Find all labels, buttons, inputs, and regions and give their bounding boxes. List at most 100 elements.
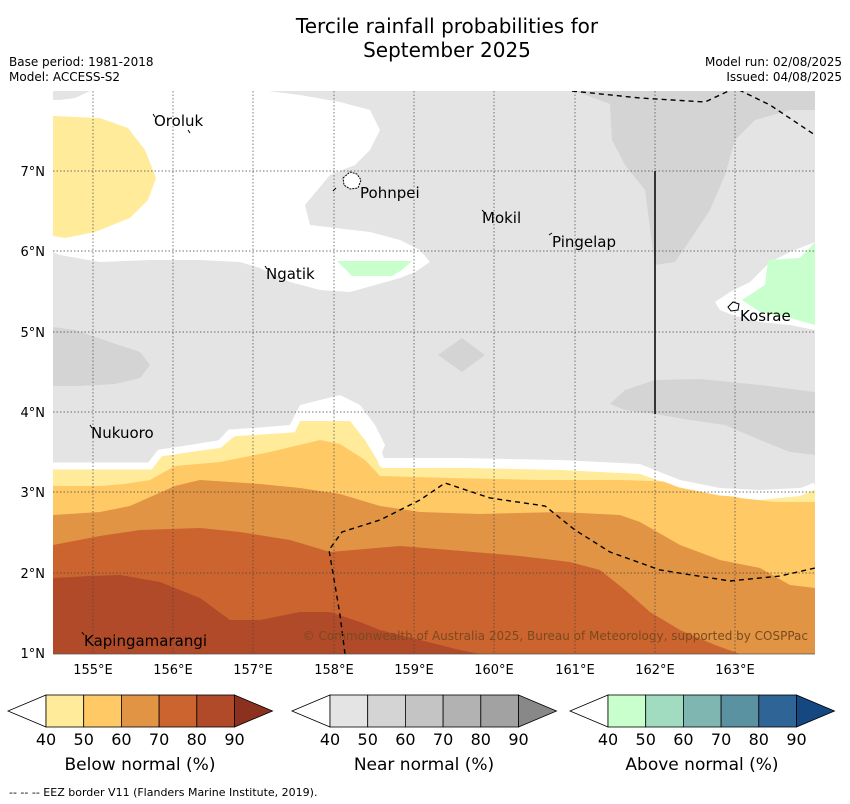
eez-borders bbox=[328, 91, 815, 654]
colorbar-segment bbox=[121, 694, 160, 728]
place-pohnpei: Pohnpei bbox=[360, 184, 420, 202]
x-tick-label: 155°E bbox=[73, 663, 113, 678]
colorbar-label-near: Near normal (%) bbox=[353, 755, 495, 775]
x-tick-label: 157°E bbox=[233, 663, 273, 678]
colorbar-label-above: Above normal (%) bbox=[625, 755, 779, 775]
colorbar-tick-label: 90 bbox=[508, 730, 528, 749]
copyright-notice: © Commonwealth of Australia 2025, Bureau… bbox=[303, 629, 808, 643]
below-normal-80-90-band bbox=[53, 575, 480, 654]
colorbar-label-below: Below normal (%) bbox=[64, 755, 216, 775]
y-tick-label: 2°N bbox=[21, 567, 46, 582]
y-tick-label: 1°N bbox=[21, 647, 46, 662]
colorbar-segment bbox=[329, 694, 369, 728]
colorbar-segment bbox=[758, 694, 797, 728]
above-normal-40-50-east bbox=[742, 242, 815, 325]
colorbar-segment bbox=[720, 694, 760, 728]
colorbar-tick-label: 90 bbox=[786, 730, 806, 749]
above-normal-40-50-center bbox=[337, 261, 412, 276]
y-tick-label: 3°N bbox=[21, 486, 46, 501]
colorbar-segment bbox=[404, 694, 444, 728]
colorbar-max-arrow bbox=[518, 694, 558, 728]
x-tick-label: 158°E bbox=[314, 663, 354, 678]
title-line-1: Tercile rainfall probabilities for bbox=[295, 14, 599, 38]
meta-left: Base period: 1981-2018 Model: ACCESS-S2 bbox=[9, 55, 154, 85]
probability-fields: Oroluk Pohnpei Mokil Pingelap Ngatik Kos… bbox=[53, 91, 815, 654]
contour-white-gap bbox=[53, 406, 815, 499]
y-tick-label: 4°N bbox=[21, 406, 46, 421]
colorbar-segment bbox=[645, 694, 684, 728]
colorbar-tick-label: 80 bbox=[187, 730, 207, 749]
pohnpei-island bbox=[342, 171, 362, 190]
x-tick-label: 160°E bbox=[474, 663, 514, 678]
colorbar-min-arrow bbox=[6, 694, 47, 728]
oroluk-marker bbox=[152, 113, 156, 118]
x-tick-label: 163°E bbox=[715, 663, 755, 678]
colorbar-tick-label: 60 bbox=[673, 730, 693, 749]
colorbar-max-arrow bbox=[234, 694, 274, 728]
x-tick-label: 162°E bbox=[635, 663, 675, 678]
colorbar-tick-label: 90 bbox=[224, 730, 244, 749]
y-tick-label: 7°N bbox=[21, 165, 46, 180]
kapinga-marker bbox=[81, 631, 85, 636]
place-kapingamarangi: Kapingamarangi bbox=[84, 632, 207, 650]
y-axis: 1°N 2°N 3°N 4°N 5°N 6°N 7°N bbox=[21, 165, 46, 662]
x-tick-label: 161°E bbox=[555, 663, 595, 678]
colorbar-segment bbox=[83, 694, 122, 728]
colorbar-segment bbox=[367, 694, 406, 728]
nukuoro-marker bbox=[89, 424, 93, 429]
colorbar-min-arrow bbox=[568, 694, 609, 728]
near-normal-50-60-north bbox=[575, 91, 815, 265]
y-tick-label: 5°N bbox=[21, 326, 46, 341]
colorbar-tick-label: 50 bbox=[74, 730, 94, 749]
colorbar-segment bbox=[45, 694, 85, 728]
colorbar-segment bbox=[607, 694, 647, 728]
footer-note: -- -- -- EEZ border V11 (Flanders Marine… bbox=[9, 786, 318, 799]
colorbars: 40 50 60 70 80 90 40 50 60 70 80 90 40 50 60 70 80 90 bbox=[6, 694, 836, 749]
meta-right: Model run: 02/08/2025 Issued: 04/08/2025 bbox=[705, 55, 842, 85]
colorbar-tick-label: 60 bbox=[395, 730, 415, 749]
colorbar-segment bbox=[683, 694, 722, 728]
near-normal-50-60-west bbox=[53, 327, 150, 386]
colorbar-tick-label: 40 bbox=[36, 730, 56, 749]
model-name: Model: ACCESS-S2 bbox=[9, 70, 121, 84]
colorbar-tick-label: 50 bbox=[636, 730, 656, 749]
place-mokil: Mokil bbox=[482, 209, 521, 227]
mokil-marker bbox=[481, 209, 486, 214]
place-oroluk: Oroluk bbox=[154, 112, 203, 130]
colorbar-segment bbox=[196, 694, 235, 728]
near-normal-50-60-center bbox=[438, 338, 485, 372]
map-title: Tercile rainfall probabilities for Septe… bbox=[0, 14, 850, 62]
colorbar-0: 40 50 60 70 80 90 bbox=[6, 694, 274, 749]
y-tick-label: 6°N bbox=[21, 245, 46, 260]
colorbar-min-arrow bbox=[290, 694, 331, 728]
colorbar-tick-label: 50 bbox=[358, 730, 378, 749]
near-normal-50-60-east bbox=[610, 379, 815, 455]
near-normal-40-50-region bbox=[53, 91, 815, 490]
colorbar-tick-label: 70 bbox=[149, 730, 169, 749]
colorbar-segment bbox=[442, 694, 482, 728]
model-run: Model run: 02/08/2025 bbox=[704, 55, 842, 69]
colorbar-tick-label: 60 bbox=[111, 730, 131, 749]
oroluk-marker-2 bbox=[187, 129, 191, 134]
x-axis: 155°E 156°E 157°E 158°E 159°E 160°E 161°… bbox=[73, 663, 755, 678]
colorbar-segment bbox=[158, 694, 198, 728]
x-tick-label: 159°E bbox=[394, 663, 434, 678]
title-line-2: September 2025 bbox=[363, 38, 531, 62]
place-pingelap: Pingelap bbox=[552, 233, 616, 251]
place-nukuoro: Nukuoro bbox=[91, 424, 154, 442]
pohnpei-ant-atoll bbox=[332, 187, 337, 192]
ngatik-marker bbox=[264, 265, 268, 270]
colorbar-tick-label: 70 bbox=[433, 730, 453, 749]
colorbar-tick-label: 40 bbox=[320, 730, 340, 749]
below-normal-40-50-northwest bbox=[53, 116, 156, 238]
colorbar-tick-label: 80 bbox=[471, 730, 491, 749]
kosrae-island bbox=[727, 301, 740, 312]
colorbar-segment bbox=[480, 694, 519, 728]
issued-date: Issued: 04/08/2025 bbox=[726, 70, 842, 84]
colorbar-tick-label: 70 bbox=[711, 730, 731, 749]
colorbar-max-arrow bbox=[796, 694, 836, 728]
x-tick-label: 156°E bbox=[153, 663, 193, 678]
colorbar-tick-label: 40 bbox=[598, 730, 618, 749]
place-ngatik: Ngatik bbox=[266, 265, 315, 283]
